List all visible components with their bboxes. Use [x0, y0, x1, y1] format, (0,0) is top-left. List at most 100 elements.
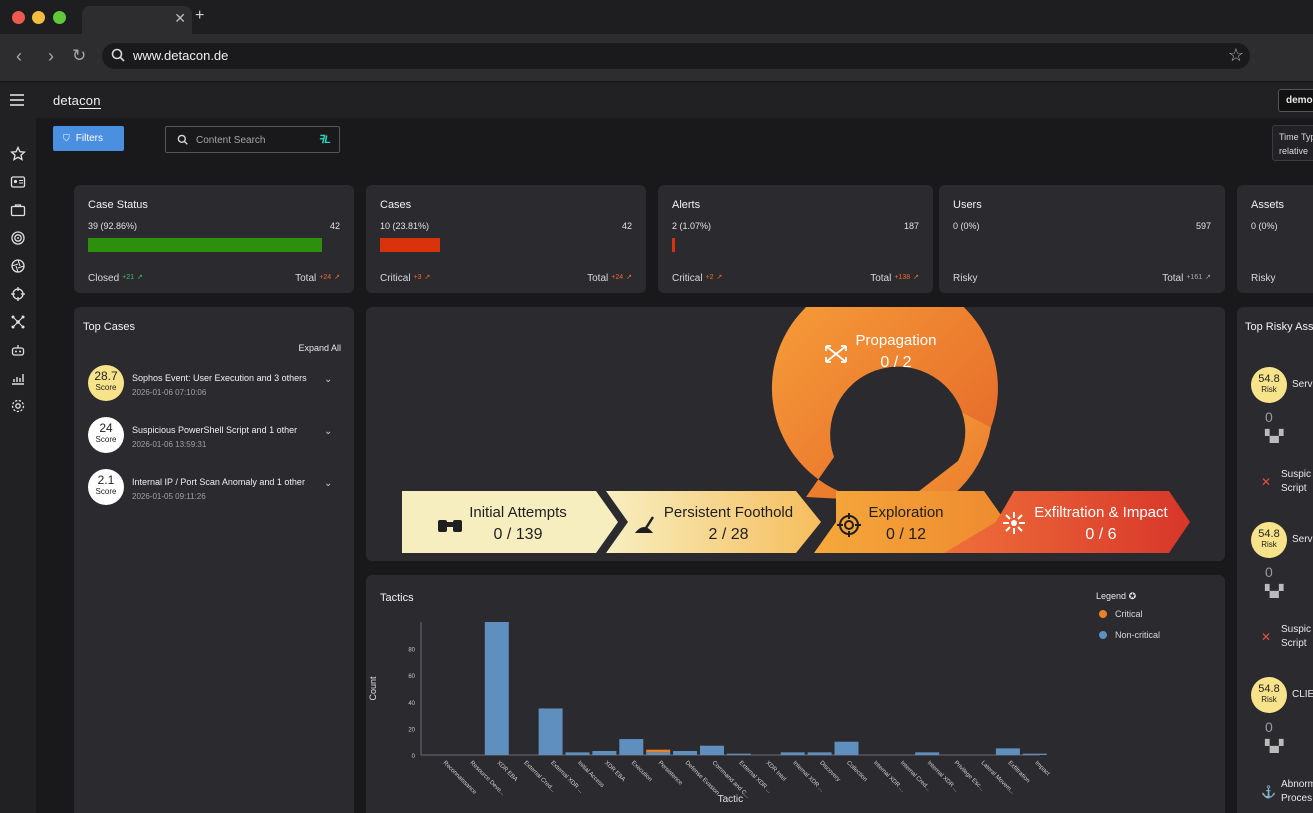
chevron-down-icon[interactable]: ⌄: [324, 374, 333, 385]
x-tick-label: Exfiltration: [1006, 760, 1030, 784]
attack-flow-panel: Propagation 0 / 2 Initial Attempts 0 / 139…: [366, 307, 1225, 561]
app-header: detacon demo: [0, 83, 1313, 118]
left-sidebar: [0, 118, 36, 813]
user-menu-button[interactable]: demo: [1278, 89, 1313, 112]
window-maximize-button[interactable]: [53, 11, 66, 24]
window-minimize-button[interactable]: [32, 11, 45, 24]
briefcase-icon[interactable]: [10, 202, 26, 218]
filter-icon: ⛉: [63, 133, 70, 143]
asset-count: 0: [1265, 719, 1273, 735]
bar-non-critical: [565, 752, 590, 755]
window-close-button[interactable]: [12, 11, 25, 24]
attack-flow-diagram: [402, 307, 1190, 553]
binoculars-icon: ▚▞: [1265, 584, 1284, 598]
browser-tab-bar: ✕ +: [0, 0, 1313, 34]
stage-persistent-foothold[interactable]: Persistent Foothold 2 / 28: [663, 504, 794, 543]
asset-name: Serv: [1292, 379, 1313, 390]
y-tick-label: 60: [408, 674, 415, 680]
query-language-icon[interactable]: ꟻL: [317, 134, 331, 146]
star-icon[interactable]: [10, 146, 26, 162]
stat-card-assets[interactable]: Assets 0 (0%) Risky: [1237, 185, 1313, 293]
stage-initial-attempts-shape[interactable]: [402, 491, 618, 553]
tactics-panel: Tactics Legend ✪ Critical Non-critical 0…: [366, 575, 1225, 813]
bar-non-critical: [995, 748, 1020, 755]
bar-non-critical: [780, 752, 805, 755]
browser-tab[interactable]: ✕: [82, 6, 192, 34]
close-tab-icon[interactable]: ✕: [174, 10, 186, 26]
aperture-icon[interactable]: [10, 258, 26, 274]
case-row[interactable]: 24 Score Suspicious PowerShell Script and …: [88, 417, 338, 457]
legend-toggle-icon[interactable]: ✪: [1128, 591, 1137, 601]
bar-non-critical: [592, 751, 617, 755]
chevron-down-icon[interactable]: ⌄: [324, 478, 333, 489]
case-name: Suspicious PowerShell Script and 1 other: [132, 425, 298, 435]
reload-icon[interactable]: ↻: [72, 46, 87, 65]
x-tick-label: Execution: [630, 760, 653, 783]
risk-badge: 54.8 Risk: [1251, 677, 1287, 713]
filters-button[interactable]: ⛉ Filters: [53, 126, 124, 151]
network-icon[interactable]: [10, 314, 26, 330]
binoculars-icon: ▚▞: [1265, 429, 1284, 443]
bar-non-critical: [726, 753, 751, 755]
search-placeholder: Content Search: [196, 135, 266, 146]
score-badge: 24 Score: [88, 417, 124, 453]
stat-card-case-status[interactable]: Case Status 39 (92.86%) 42 Closed +21 ↗ To…: [74, 185, 354, 293]
bar-non-critical: [484, 622, 509, 755]
bookmark-star-icon[interactable]: ☆: [1227, 45, 1244, 65]
top-risky-assets-panel: Top Risky Ass 54.8 Risk Serv 0 ▚▞ ✕ Suspic Scri…: [1237, 307, 1313, 813]
asset-count: 0: [1265, 564, 1273, 580]
address-bar[interactable]: www.detacon.de ☆: [102, 43, 1250, 69]
expand-all-link[interactable]: Expand All: [298, 343, 341, 353]
stat-card-users[interactable]: Users 0 (0%) 597 Risky Total +161 ↗: [939, 185, 1225, 293]
legend-item-critical[interactable]: Critical: [1099, 609, 1143, 619]
bar-non-critical: [915, 752, 940, 755]
case-row[interactable]: 28.7 Score Sophos Event: User Execution an…: [88, 365, 338, 405]
x-tick-label: XDR Intel: [764, 760, 786, 782]
legend-item-non-critical[interactable]: Non-critical: [1099, 630, 1160, 640]
progress-bar: [380, 238, 440, 252]
y-tick-label: 20: [408, 727, 415, 733]
binoculars-icon: ▚▞: [1265, 739, 1284, 753]
crosshair-icon: [837, 513, 861, 537]
anchor-icon: ⚓: [1261, 785, 1276, 799]
case-row[interactable]: 2.1 Score Internal IP / Port Scan Anomaly …: [88, 469, 338, 509]
radar-icon[interactable]: [10, 230, 26, 246]
case-name: Sophos Event: User Execution and 3 other…: [132, 373, 307, 383]
bar-critical: [646, 749, 671, 753]
asset-alert: Suspic Script: [1281, 469, 1312, 494]
propagation-cycle-arc: [771, 307, 998, 501]
analytics-icon[interactable]: [10, 370, 26, 386]
burst-icon: [1003, 512, 1025, 534]
back-icon[interactable]: ‹: [16, 46, 22, 66]
stage-exploration[interactable]: Exploration 0 / 12: [868, 504, 944, 543]
robot-icon[interactable]: [10, 342, 26, 358]
search-icon: [111, 48, 125, 62]
stage-persistent-foothold-shape[interactable]: [606, 491, 821, 553]
legend-dot: [1099, 631, 1107, 639]
time-type-select[interactable]: Time Typ relative: [1272, 125, 1313, 161]
stage-exfiltration-impact[interactable]: Exfiltration & Impact 0 / 6: [1034, 504, 1168, 543]
brand-logo: detacon: [53, 93, 101, 109]
asset-name: Serv: [1292, 534, 1313, 545]
stat-card-alerts[interactable]: Alerts 2 (1.07%) 187 Critical +2 ↗ Total +1…: [658, 185, 933, 293]
stage-initial-attempts[interactable]: Initial Attempts 0 / 139: [469, 504, 567, 543]
browser-toolbar: ‹ › ↻ www.detacon.de ☆: [0, 34, 1313, 82]
chevron-down-icon[interactable]: ⌄: [324, 426, 333, 437]
top-cases-panel: Top Cases Expand All 28.7 Score Sophos Eve…: [74, 307, 354, 813]
stage-exploration-shape[interactable]: [814, 491, 1006, 553]
case-date: 2026-01-06 07:10:06: [132, 388, 207, 397]
crosshair-nav-icon[interactable]: [10, 286, 26, 302]
score-badge: 2.1 Score: [88, 469, 124, 505]
id-card-icon[interactable]: [10, 174, 26, 190]
new-tab-icon[interactable]: +: [195, 7, 205, 24]
forward-icon[interactable]: ›: [48, 46, 54, 66]
case-date: 2026-01-05 09:11:26: [132, 492, 206, 501]
content-search-input[interactable]: Content Search ꟻL: [165, 126, 340, 153]
stat-card-cases[interactable]: Cases 10 (23.81%) 42 Critical +3 ↗ Total +2…: [366, 185, 646, 293]
url-text: www.detacon.de: [133, 48, 229, 63]
settings-gear-icon[interactable]: [10, 398, 26, 414]
menu-icon[interactable]: [10, 94, 24, 109]
stage-exfiltration-shape[interactable]: [944, 491, 1190, 553]
bar-non-critical: [1022, 753, 1047, 755]
